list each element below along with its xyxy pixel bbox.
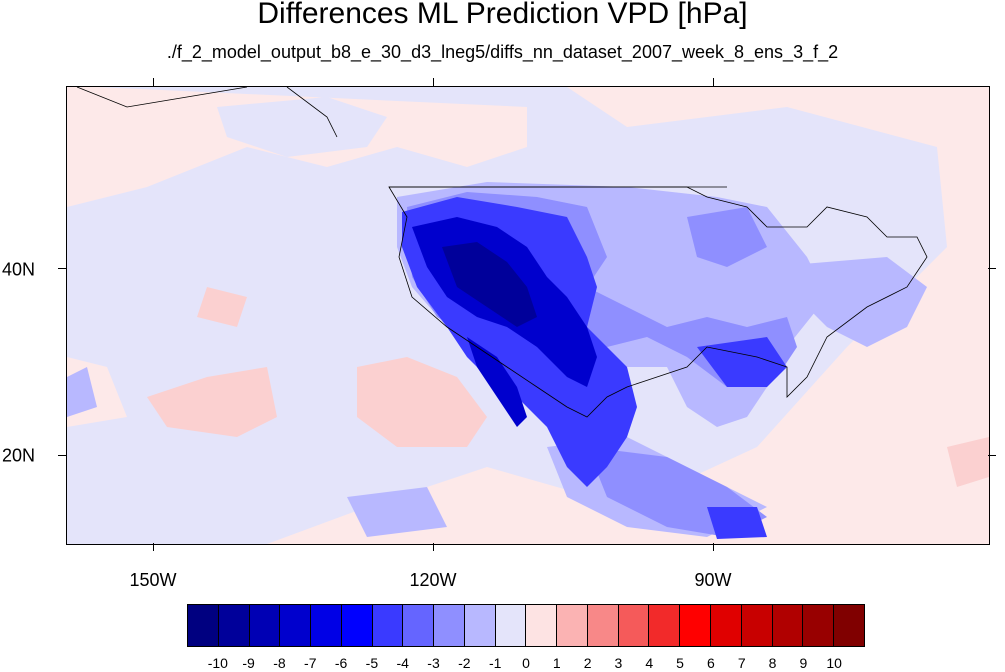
colorbar-label: 0 — [522, 655, 530, 671]
colorbar-swatch — [464, 605, 496, 646]
colorbar-label: 6 — [707, 655, 715, 671]
pink-ocean-zones — [147, 287, 989, 487]
colorbar-swatch — [403, 605, 435, 646]
colorbar-label: -7 — [304, 655, 317, 671]
colorbar-label: 7 — [737, 655, 746, 671]
x-tick-150w — [153, 543, 154, 551]
colorbar-label: 3 — [614, 655, 623, 671]
colorbar-label: -2 — [458, 655, 471, 671]
colorbar-swatch — [372, 605, 404, 646]
map-plot-area — [66, 86, 990, 545]
x-tick-top-150w — [153, 78, 154, 86]
colorbar-label: 5 — [676, 655, 684, 671]
colorbar-label: -1 — [488, 655, 502, 671]
colorbar-swatch — [803, 605, 835, 646]
colorbar-label: 10 — [826, 655, 842, 671]
colorbar-swatch — [434, 605, 465, 646]
colorbar-label: 9 — [799, 655, 808, 671]
colorbar-label: -8 — [273, 655, 286, 671]
colorbar-label: -3 — [427, 655, 440, 671]
colorbar-swatch — [834, 605, 864, 646]
colorbar — [187, 604, 865, 647]
map-subtitle: ./f_2_model_output_b8_e_30_d3_lneg5/diff… — [166, 42, 839, 62]
colorbar-swatch — [526, 605, 558, 646]
x-tick-90w — [713, 543, 714, 551]
x-label-150w: 150W — [129, 570, 177, 590]
colorbar-swatch — [249, 605, 281, 646]
colorbar-swatch — [772, 605, 804, 646]
x-tick-120w — [433, 543, 434, 551]
y-label-40n: 40N — [2, 259, 36, 280]
x-tick-top-90w — [713, 78, 714, 86]
colorbar-swatch — [188, 605, 219, 646]
colorbar-label: 1 — [552, 655, 561, 671]
x-label-90w: 90W — [694, 570, 732, 590]
colorbar-label: 8 — [768, 655, 777, 671]
colorbar-swatch — [495, 605, 527, 646]
colorbar-label: -9 — [242, 655, 255, 671]
y-tick-right-40n — [988, 268, 996, 269]
vpd-difference-field — [67, 87, 989, 544]
colorbar-swatch — [618, 605, 650, 646]
map-title: Differences ML Prediction VPD [hPa] — [257, 0, 748, 30]
colorbar-swatch — [218, 605, 250, 646]
y-tick-20n — [58, 455, 66, 456]
colorbar-swatch — [649, 605, 681, 646]
darkest-blue-core — [442, 242, 537, 327]
y-tick-40n — [58, 268, 66, 269]
country-outlines — [76, 87, 928, 418]
x-tick-top-120w — [433, 78, 434, 86]
colorbar-label: -10 — [207, 655, 228, 671]
colorbar-label: -4 — [396, 655, 409, 671]
colorbar-swatch — [311, 605, 342, 646]
colorbar-swatch — [587, 605, 619, 646]
colorbar-swatch — [680, 605, 712, 646]
colorbar-label: -5 — [365, 655, 379, 671]
colorbar-swatch — [741, 605, 773, 646]
colorbar-swatch — [557, 605, 588, 646]
colorbar-label: 2 — [583, 655, 592, 671]
y-label-20n: 20N — [2, 445, 36, 466]
colorbar-label: 4 — [645, 655, 654, 671]
y-tick-right-20n — [988, 455, 996, 456]
colorbar-swatch — [341, 605, 373, 646]
colorbar-swatch — [711, 605, 742, 646]
colorbar-label: -6 — [334, 655, 348, 671]
colorbar-swatch — [280, 605, 312, 646]
x-label-120w: 120W — [409, 570, 457, 590]
